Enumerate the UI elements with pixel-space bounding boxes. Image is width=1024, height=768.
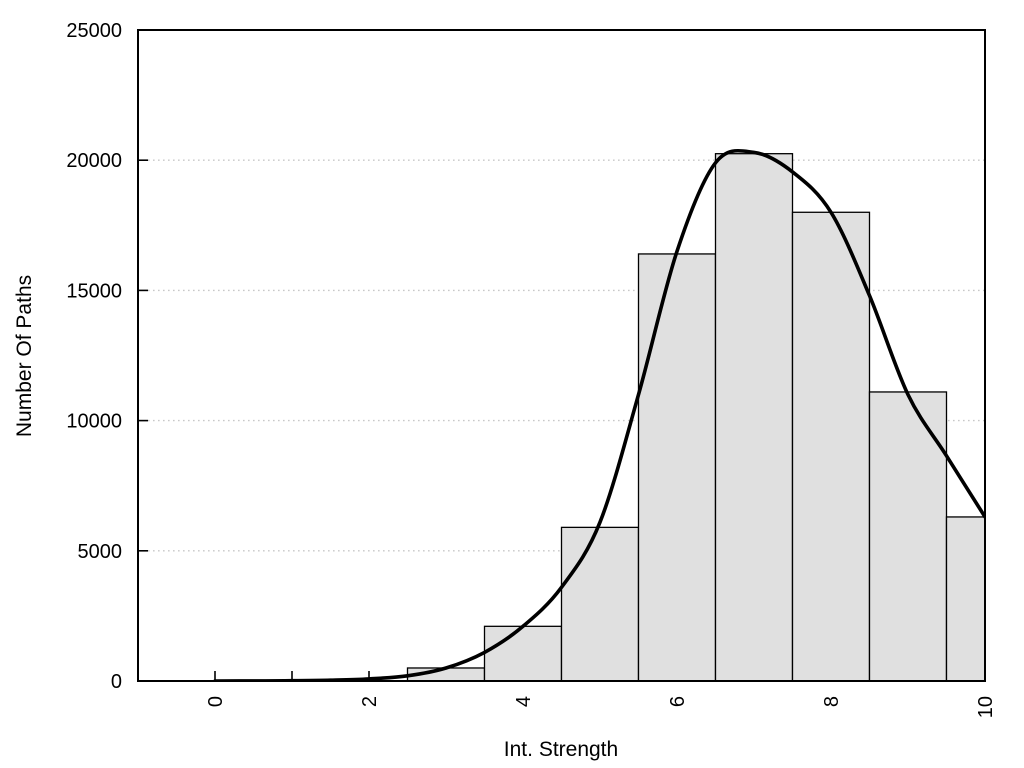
x-tick-label: 4 — [513, 696, 535, 707]
histogram-bar — [714, 153, 794, 682]
x-tick-label: 6 — [667, 696, 689, 707]
histogram-bar — [791, 211, 871, 682]
tick-label-layer: 0 5000 10000 15000 20000 25000 0 2 4 6 8 10 — [66, 20, 997, 718]
y-tick-label: 10000 — [66, 411, 122, 433]
x-tick-label: 10 — [975, 696, 997, 718]
y-tick-label: 25000 — [66, 20, 122, 42]
x-axis-title: Int. Strength — [504, 738, 618, 761]
x-tick-label: 0 — [205, 696, 227, 707]
histogram-bar — [637, 253, 717, 682]
histogram-bars-layer — [406, 153, 986, 682]
density-curve-layer — [213, 148, 985, 681]
plot-frame-border — [137, 29, 986, 682]
y-tick-label: 20000 — [66, 150, 122, 172]
x-tick-label: 8 — [821, 696, 843, 707]
histogram-bar — [945, 516, 986, 682]
y-axis-title: Number Of Paths — [13, 275, 36, 437]
y-tick-label: 15000 — [66, 280, 122, 302]
y-tick-label: 0 — [111, 671, 122, 693]
density-curve — [213, 148, 985, 681]
histogram-bar — [868, 391, 948, 682]
y-tick-label: 5000 — [78, 541, 123, 563]
histogram-bar — [483, 625, 563, 682]
x-tick-label: 2 — [359, 696, 381, 707]
histogram-bar — [560, 526, 640, 682]
